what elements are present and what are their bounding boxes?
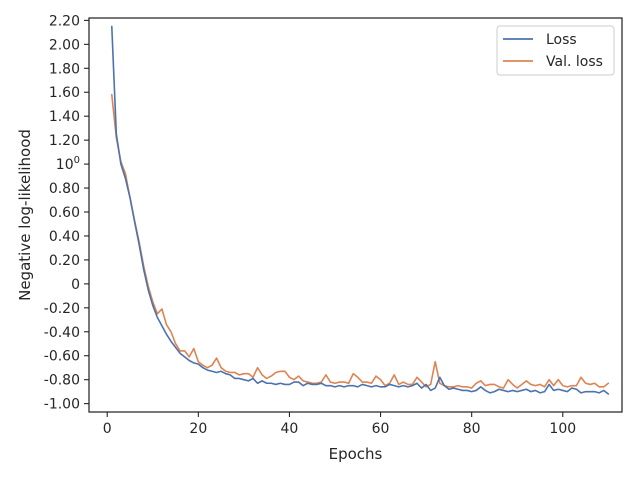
y-tick-label: 1.80 bbox=[49, 61, 80, 77]
x-tick-label: 0 bbox=[103, 421, 112, 437]
y-tick-label: 0.20 bbox=[49, 253, 80, 269]
y-tick-label: 1.20 bbox=[49, 133, 80, 149]
y-tick-label: 0.40 bbox=[49, 229, 80, 245]
y-tick-label: -0.40 bbox=[44, 325, 80, 341]
y-axis: 2.20 2.00 1.80 1.60 1.40 1.20 100 0.80 0.60 0.40 0… bbox=[44, 13, 89, 413]
legend-label: Loss bbox=[546, 32, 577, 48]
x-tick-label: 40 bbox=[281, 421, 299, 437]
legend-label: Val. loss bbox=[546, 54, 603, 70]
y-tick-label: -0.20 bbox=[44, 301, 80, 317]
plot-lines bbox=[110, 25, 610, 395]
y-axis-label: Negative log-likelihood bbox=[16, 129, 34, 301]
y-tick-label: -0.80 bbox=[44, 373, 80, 389]
x-tick-label: 20 bbox=[189, 421, 207, 437]
y-tick-label: 0 bbox=[71, 277, 80, 293]
y-tick-label: 2.20 bbox=[49, 13, 80, 29]
x-axis: 0 20 40 60 80 100 bbox=[103, 412, 576, 437]
x-tick-label: 80 bbox=[463, 421, 481, 437]
y-tick-label: -0.60 bbox=[44, 349, 80, 365]
y-tick-label: 2.00 bbox=[49, 37, 80, 53]
series-line-val-loss bbox=[110, 93, 610, 389]
series-line-loss bbox=[110, 25, 610, 395]
x-tick-label: 100 bbox=[549, 421, 576, 437]
x-tick-label: 60 bbox=[372, 421, 390, 437]
y-tick-label: 0.80 bbox=[49, 181, 80, 197]
y-tick-label: 1.60 bbox=[49, 85, 80, 101]
legend: Loss Val. loss bbox=[496, 25, 615, 76]
y-tick-label: 1.40 bbox=[49, 109, 80, 125]
x-axis-label: Epochs bbox=[329, 445, 383, 463]
y-tick-label: -1.00 bbox=[44, 397, 80, 413]
y-tick-label: 100 bbox=[56, 155, 80, 173]
y-tick-label: 0.60 bbox=[49, 205, 80, 221]
axes-frame bbox=[88, 17, 623, 413]
